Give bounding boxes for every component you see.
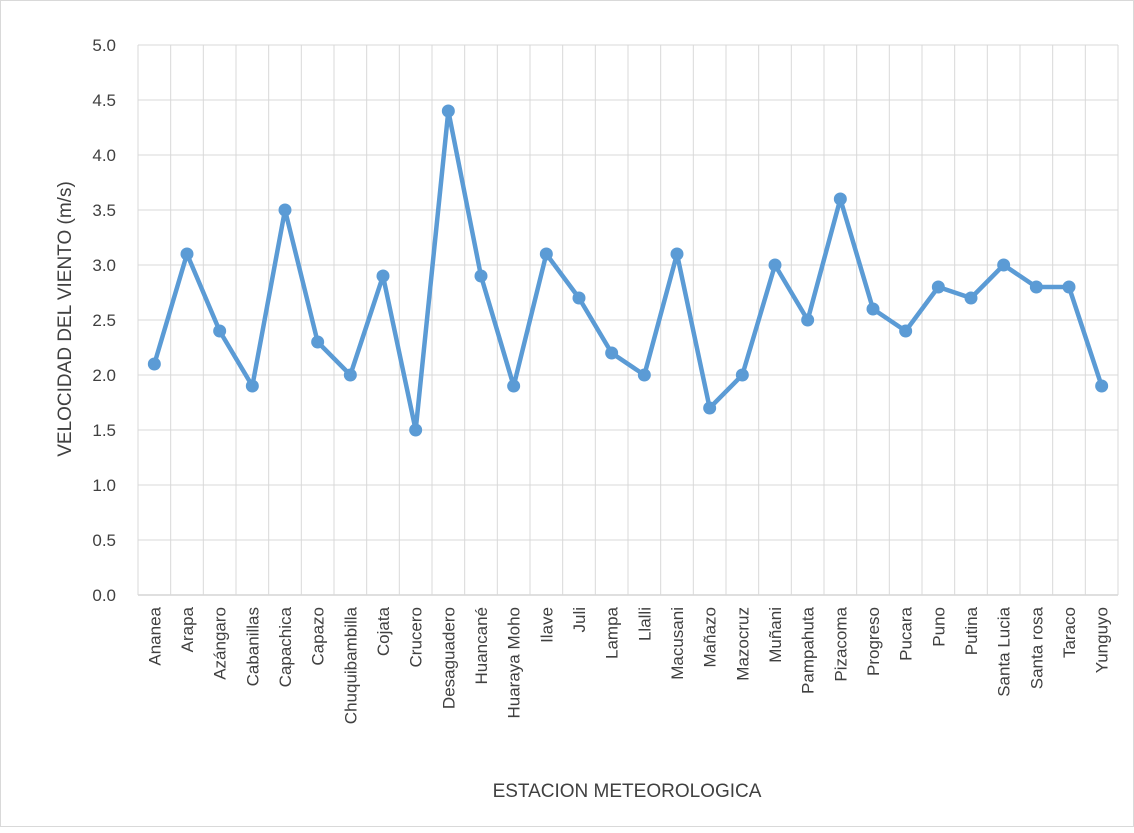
x-tick-label: Pizacoma: [831, 606, 850, 681]
data-point: [1062, 280, 1076, 294]
y-tick-label: 1.0: [92, 476, 116, 495]
y-tick-label: 4.0: [92, 146, 116, 165]
x-axis-tick-labels: Ananea Arapa Azángaro Cabanillas Capachica Ca…: [145, 606, 1111, 724]
data-point: [605, 346, 619, 360]
x-tick-label: Cojata: [374, 606, 393, 656]
x-tick-label: Ilave: [537, 607, 556, 643]
y-tick-label: 5.0: [92, 36, 116, 55]
x-tick-label: Cabanillas: [243, 607, 262, 686]
y-tick-label: 0.5: [92, 531, 116, 550]
data-point: [507, 379, 521, 393]
data-point: [376, 269, 390, 283]
x-tick-label: Llalli: [635, 607, 654, 641]
x-tick-label: Huaraya Moho: [505, 607, 524, 719]
x-tick-label: Lampa: [603, 606, 622, 659]
data-point: [572, 291, 586, 305]
x-tick-label: Muñani: [766, 607, 785, 663]
y-tick-label: 2.0: [92, 366, 116, 385]
x-tick-label: Pampahuta: [799, 606, 818, 693]
data-point: [409, 423, 423, 437]
data-point: [801, 313, 815, 327]
data-point: [670, 247, 684, 261]
data-point: [703, 401, 717, 415]
data-point: [245, 379, 259, 393]
y-tick-label: 1.5: [92, 421, 116, 440]
y-tick-label: 3.0: [92, 256, 116, 275]
data-point: [213, 324, 227, 338]
y-tick-label: 3.5: [92, 201, 116, 220]
x-tick-label: Mañazo: [701, 607, 720, 667]
x-tick-label: Azángaro: [211, 607, 230, 680]
x-tick-label: Crucero: [407, 607, 426, 667]
x-tick-label: Pucara: [897, 606, 916, 660]
data-point: [866, 302, 880, 316]
data-point: [964, 291, 978, 305]
y-tick-label: 0.0: [92, 586, 116, 605]
data-point: [539, 247, 553, 261]
data-point: [147, 357, 161, 371]
x-tick-label: Mazocruz: [733, 607, 752, 681]
data-point: [833, 192, 847, 206]
x-tick-label: Huancané: [472, 607, 491, 685]
x-tick-label: Santa rosa: [1027, 606, 1046, 689]
x-tick-label: Yunguyo: [1093, 607, 1112, 673]
x-tick-label: Taraco: [1060, 607, 1079, 658]
x-tick-label: Capazo: [309, 607, 328, 666]
y-tick-label: 2.5: [92, 311, 116, 330]
x-tick-label: Putina: [962, 606, 981, 655]
x-tick-label: Juli: [570, 607, 589, 633]
x-tick-label: Macusani: [668, 607, 687, 680]
y-axis-tick-labels: 0.0 0.5 1.0 1.5 2.0 2.5 3.0 3.5 4.0 4.5 5.0: [92, 36, 116, 605]
series-layer: [147, 104, 1109, 437]
data-point: [637, 368, 651, 382]
data-point: [1029, 280, 1043, 294]
data-point: [474, 269, 488, 283]
y-tick-label: 4.5: [92, 91, 116, 110]
x-tick-label: Puno: [929, 607, 948, 647]
x-tick-label: Santa Lucia: [995, 606, 1014, 696]
data-point: [899, 324, 913, 338]
gridlines: [137, 44, 1119, 596]
x-tick-label: Capachica: [276, 606, 295, 687]
data-point: [1095, 379, 1109, 393]
x-axis-title: ESTACION METEOROLOGICA: [493, 781, 762, 802]
data-point: [931, 280, 945, 294]
data-point: [735, 368, 749, 382]
x-tick-label: Chuquibambilla: [341, 606, 360, 724]
x-tick-label: Progreso: [864, 607, 883, 676]
data-point: [768, 258, 782, 272]
y-axis-title: VELOCIDAD DEL VIENTO (m/s): [55, 181, 76, 457]
data-point: [311, 335, 325, 349]
x-tick-label: Ananea: [145, 606, 164, 665]
x-tick-label: Desaguadero: [439, 607, 458, 709]
data-point: [180, 247, 194, 261]
data-point: [997, 258, 1011, 272]
data-point: [278, 203, 292, 217]
data-point: [441, 104, 455, 118]
data-point: [343, 368, 357, 382]
x-tick-label: Arapa: [178, 606, 197, 652]
